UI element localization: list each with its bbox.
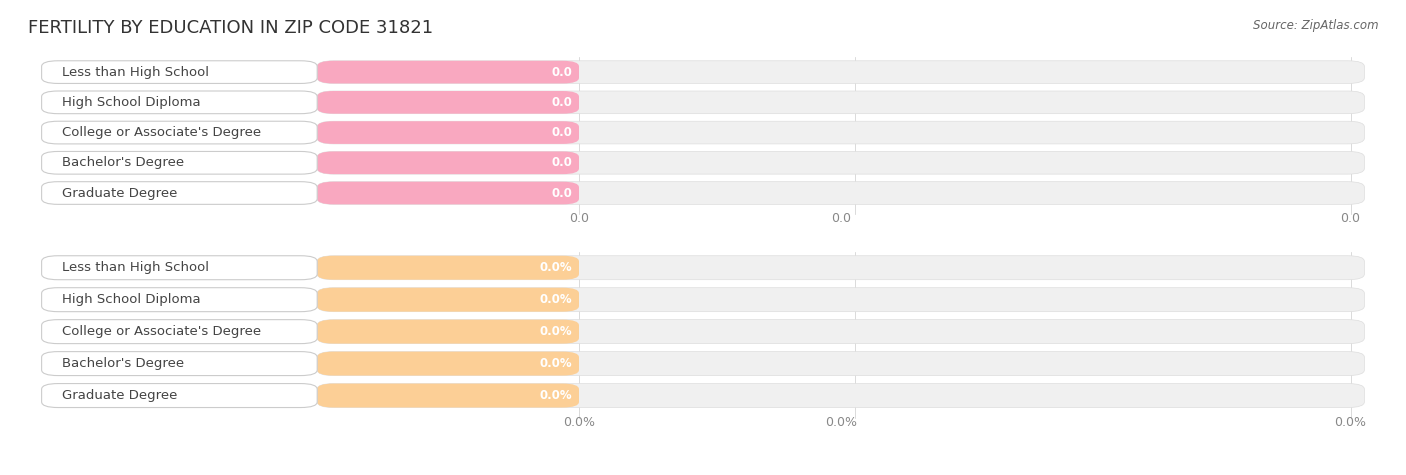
Text: College or Associate's Degree: College or Associate's Degree (62, 325, 262, 338)
FancyBboxPatch shape (318, 91, 579, 114)
FancyBboxPatch shape (318, 182, 579, 204)
Text: 0.0%: 0.0% (540, 293, 572, 306)
Text: 0.0%: 0.0% (540, 261, 572, 274)
FancyBboxPatch shape (318, 384, 1364, 408)
Text: FERTILITY BY EDUCATION IN ZIP CODE 31821: FERTILITY BY EDUCATION IN ZIP CODE 31821 (28, 19, 433, 37)
Text: 0.0: 0.0 (831, 212, 851, 225)
Text: 0.0%: 0.0% (540, 325, 572, 338)
FancyBboxPatch shape (42, 256, 318, 280)
FancyBboxPatch shape (42, 61, 318, 84)
Text: High School Diploma: High School Diploma (62, 293, 201, 306)
FancyBboxPatch shape (318, 288, 1364, 312)
Text: 0.0: 0.0 (1340, 212, 1361, 225)
Text: 0.0: 0.0 (569, 212, 589, 225)
FancyBboxPatch shape (42, 91, 318, 114)
Text: 0.0: 0.0 (551, 96, 572, 109)
FancyBboxPatch shape (318, 152, 579, 174)
FancyBboxPatch shape (318, 384, 579, 408)
FancyBboxPatch shape (42, 288, 318, 312)
FancyBboxPatch shape (42, 152, 318, 174)
Text: 0.0%: 0.0% (825, 416, 856, 429)
FancyBboxPatch shape (318, 288, 579, 312)
FancyBboxPatch shape (42, 121, 318, 144)
FancyBboxPatch shape (42, 182, 318, 204)
FancyBboxPatch shape (42, 320, 318, 343)
Text: Graduate Degree: Graduate Degree (62, 389, 177, 402)
FancyBboxPatch shape (318, 152, 1364, 174)
Text: College or Associate's Degree: College or Associate's Degree (62, 126, 262, 139)
FancyBboxPatch shape (318, 121, 579, 144)
FancyBboxPatch shape (318, 320, 579, 343)
Text: 0.0%: 0.0% (1334, 416, 1367, 429)
FancyBboxPatch shape (318, 61, 1364, 84)
Text: High School Diploma: High School Diploma (62, 96, 201, 109)
FancyBboxPatch shape (42, 384, 318, 408)
FancyBboxPatch shape (42, 352, 318, 376)
Text: 0.0%: 0.0% (540, 357, 572, 370)
Text: 0.0: 0.0 (551, 187, 572, 200)
FancyBboxPatch shape (318, 256, 579, 280)
FancyBboxPatch shape (318, 352, 1364, 376)
FancyBboxPatch shape (318, 182, 1364, 204)
Text: 0.0%: 0.0% (562, 416, 595, 429)
Text: Bachelor's Degree: Bachelor's Degree (62, 357, 184, 370)
FancyBboxPatch shape (318, 256, 1364, 280)
Text: Bachelor's Degree: Bachelor's Degree (62, 156, 184, 169)
Text: Graduate Degree: Graduate Degree (62, 187, 177, 200)
Text: Less than High School: Less than High School (62, 261, 209, 274)
FancyBboxPatch shape (318, 91, 1364, 114)
Text: 0.0: 0.0 (551, 66, 572, 79)
FancyBboxPatch shape (318, 352, 579, 376)
FancyBboxPatch shape (318, 121, 1364, 144)
Text: Less than High School: Less than High School (62, 66, 209, 79)
Text: 0.0: 0.0 (551, 126, 572, 139)
FancyBboxPatch shape (318, 320, 1364, 343)
Text: 0.0%: 0.0% (540, 389, 572, 402)
Text: 0.0: 0.0 (551, 156, 572, 169)
FancyBboxPatch shape (318, 61, 579, 84)
Text: Source: ZipAtlas.com: Source: ZipAtlas.com (1253, 19, 1378, 32)
